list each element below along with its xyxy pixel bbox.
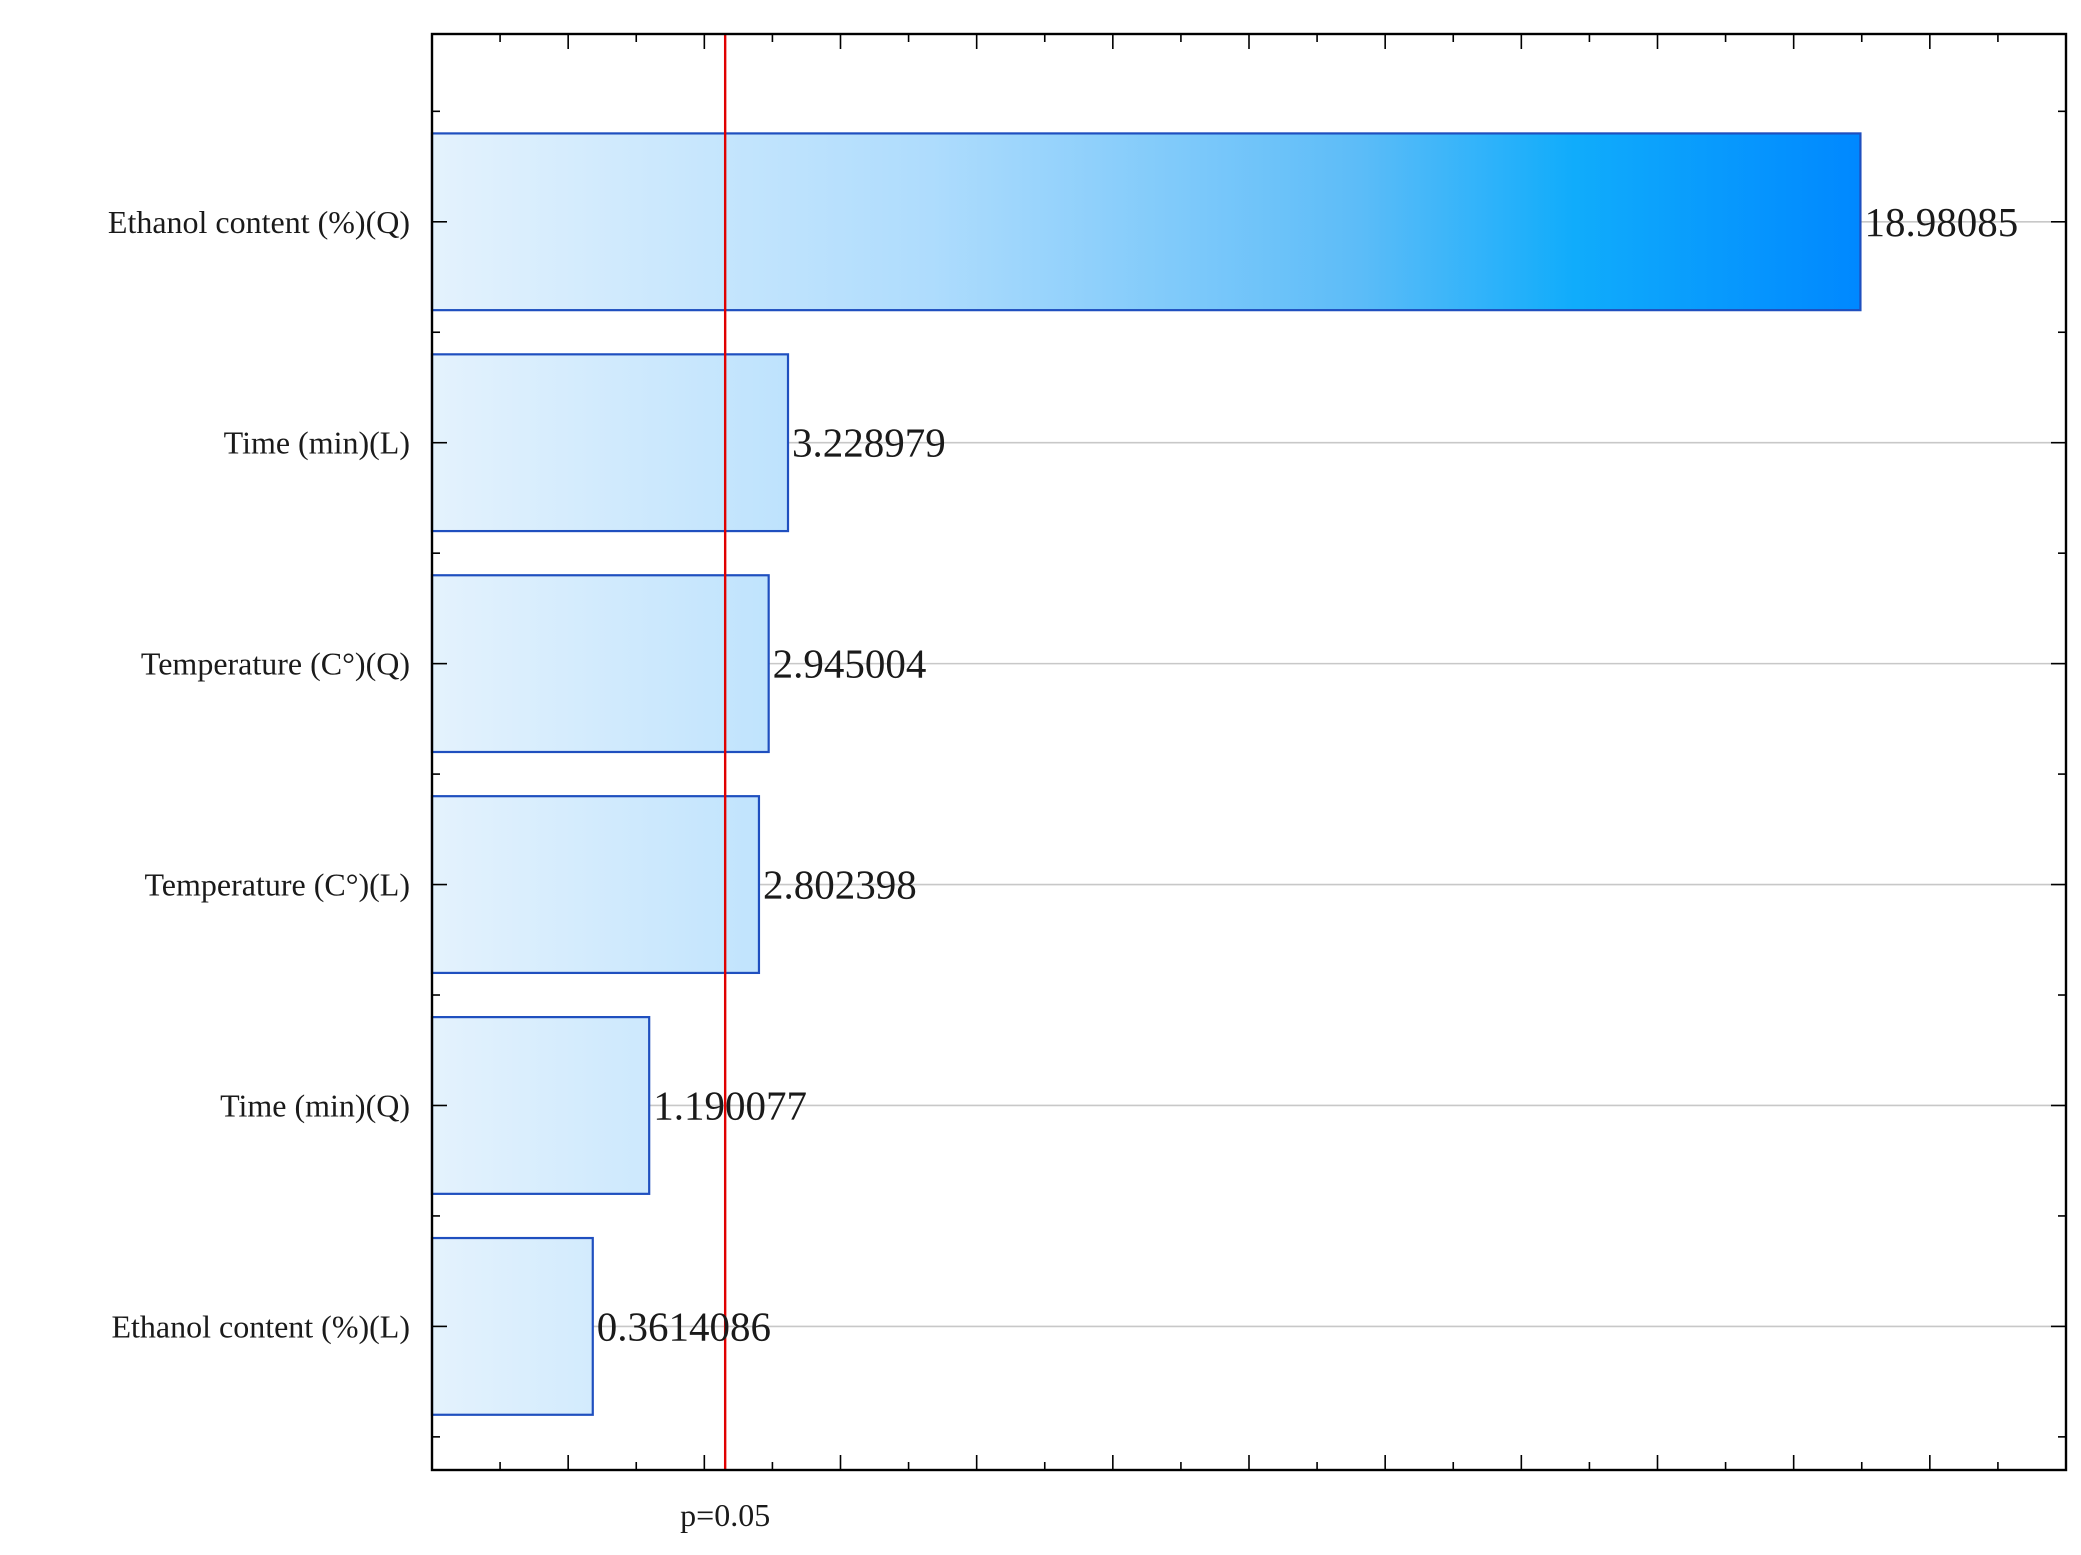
reference-label: p=0.05 — [680, 1497, 770, 1533]
category-label-1: Ethanol content (%)(Q) — [108, 204, 410, 240]
category-label-4: Temperature (C°)(L) — [144, 867, 410, 903]
frame-layer — [430, 32, 2068, 1472]
value-label-2: 3.228979 — [792, 420, 946, 466]
bar-6 — [430, 1236, 594, 1416]
bar-4 — [430, 795, 761, 975]
category-label-3: Temperature (C°)(Q) — [141, 646, 410, 682]
bar-layer — [430, 132, 1862, 1416]
value-label-3: 2.945004 — [773, 641, 927, 687]
value-label-5: 1.190077 — [653, 1082, 807, 1128]
bar-1 — [430, 132, 1862, 312]
value-label-1: 18.98085 — [1864, 199, 2018, 245]
bar-5 — [430, 1016, 651, 1195]
category-label-6: Ethanol content (%)(L) — [111, 1308, 410, 1344]
bar-2 — [430, 353, 790, 533]
category-label-5: Time (min)(Q) — [220, 1087, 410, 1123]
category-label-2: Time (min)(L) — [224, 425, 410, 461]
value-label-4: 2.802398 — [763, 862, 917, 908]
value-label-6: 0.3614086 — [597, 1303, 771, 1349]
text-layer: Ethanol content (%)(Q) Time (min)(L) Tempe… — [108, 199, 2018, 1533]
bar-3 — [430, 574, 770, 754]
